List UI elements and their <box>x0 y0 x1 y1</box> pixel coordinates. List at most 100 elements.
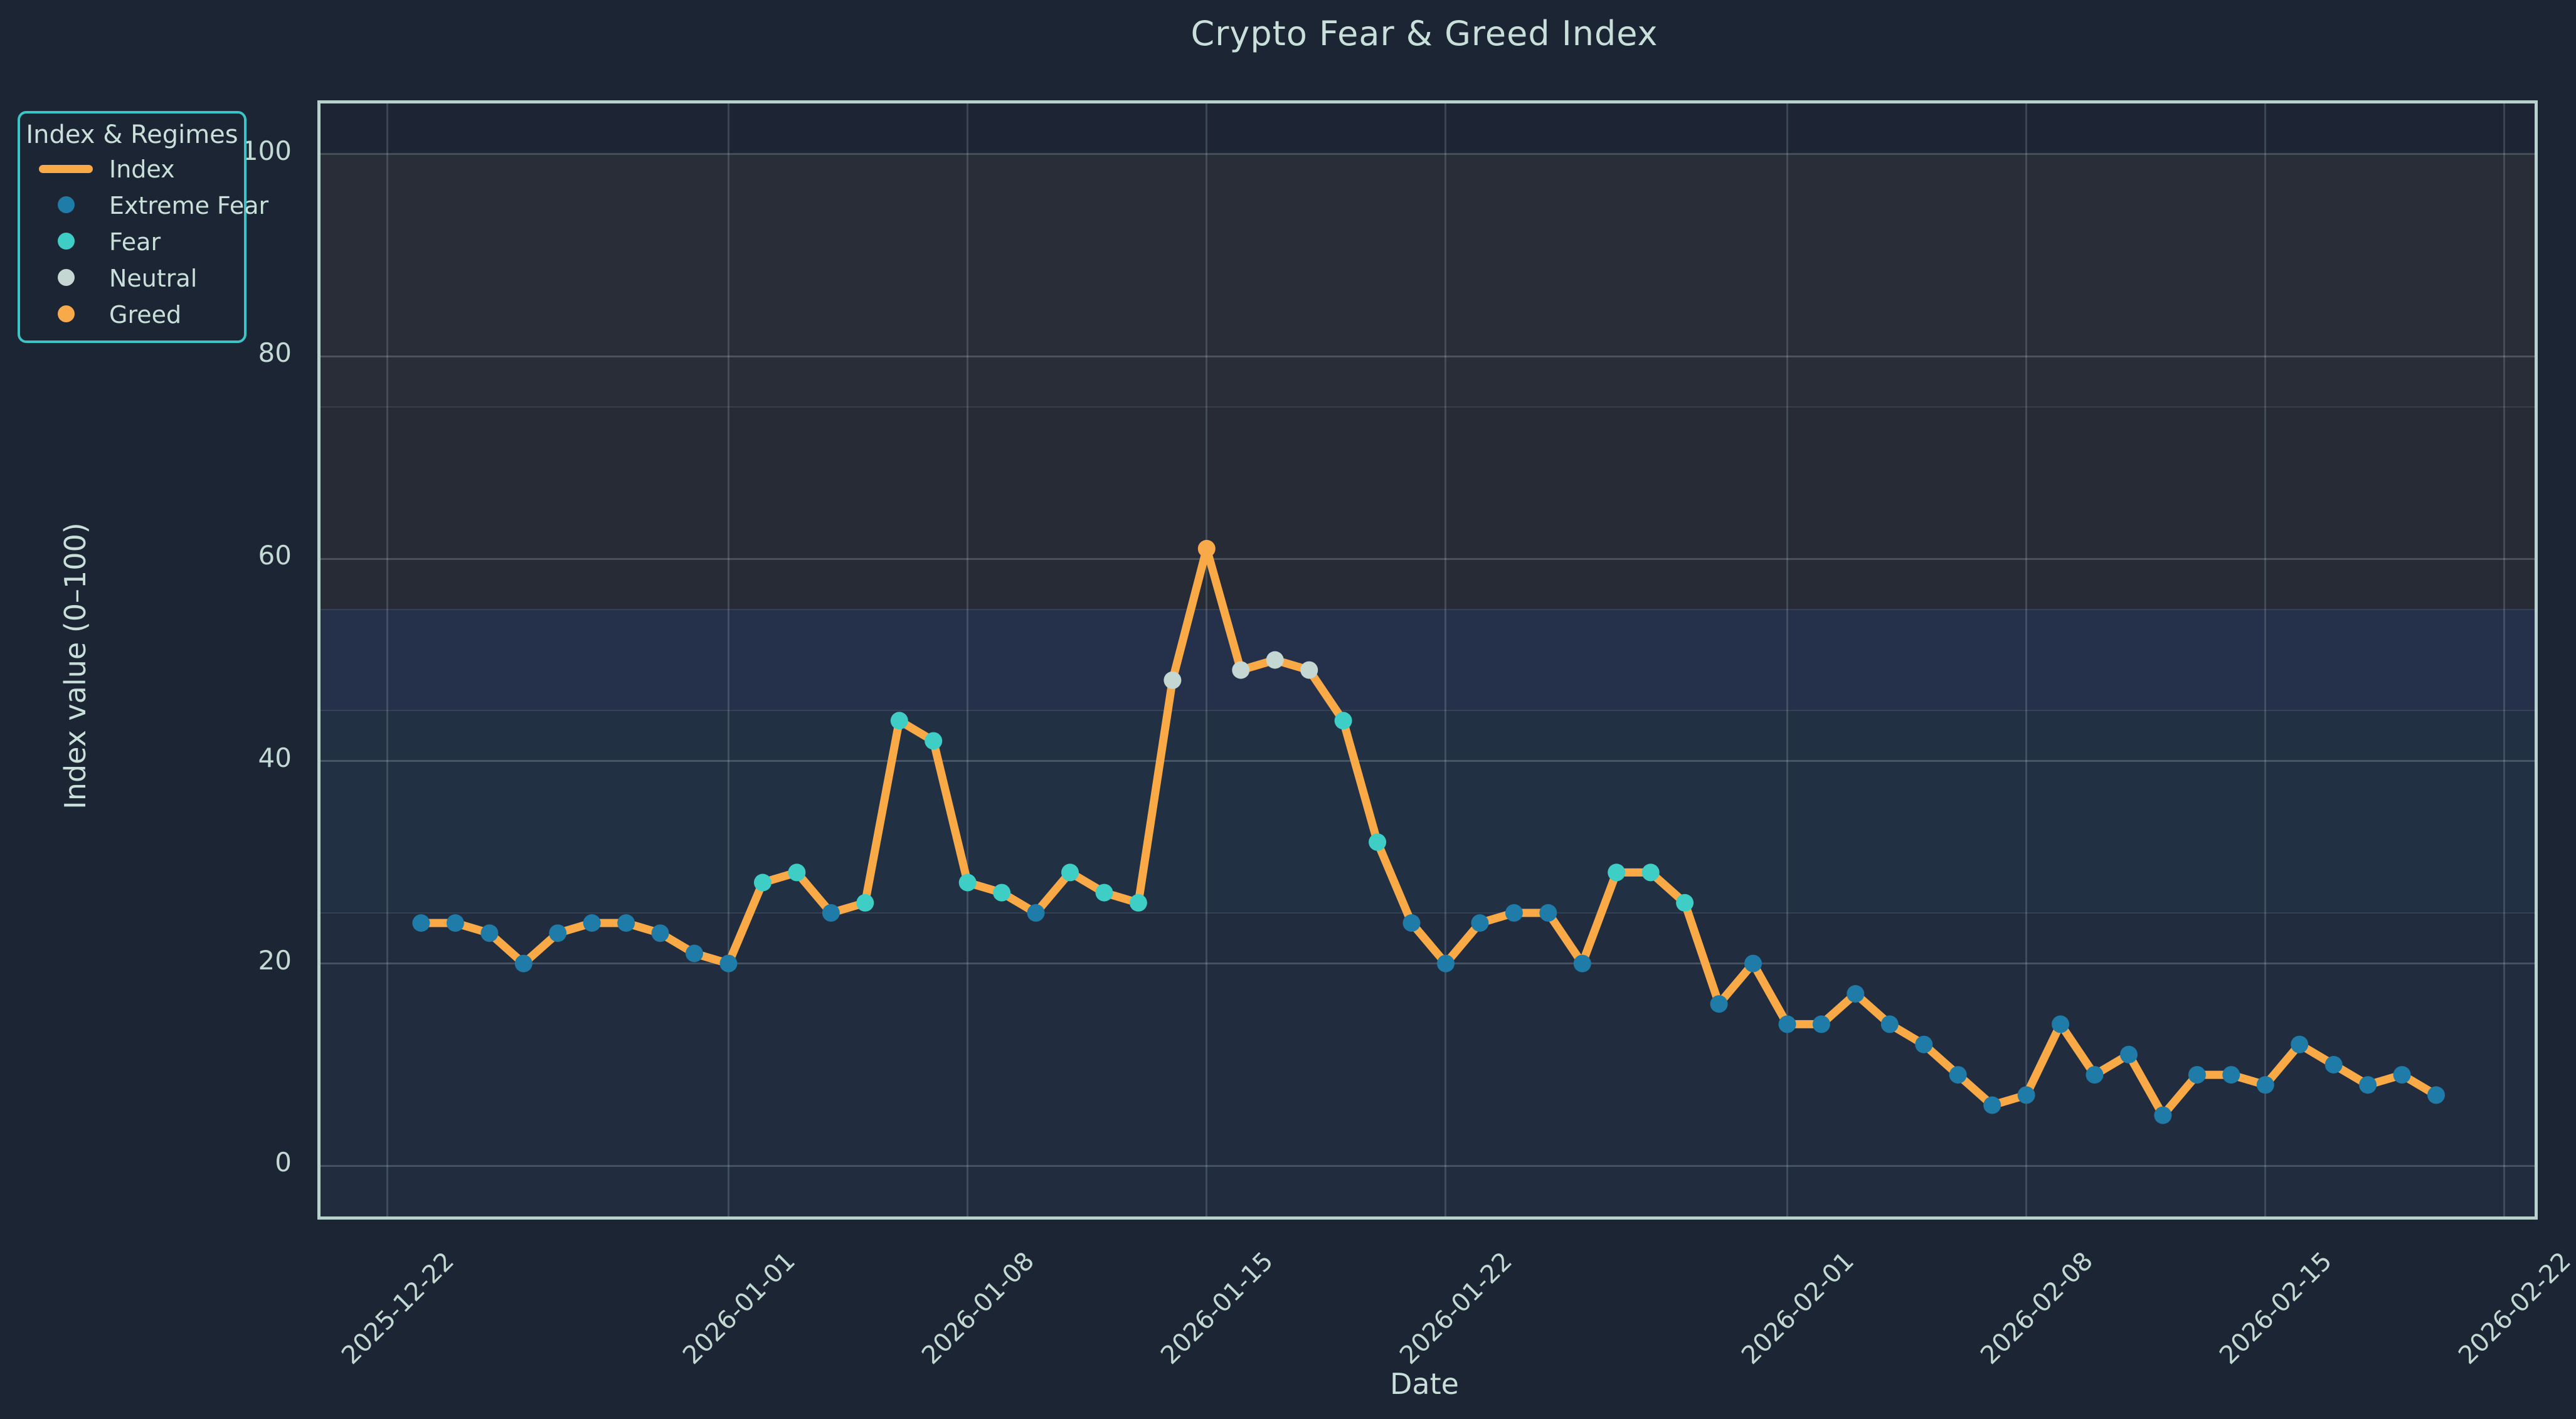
plot-area <box>317 100 2538 1220</box>
y-tick-label: 100 <box>241 135 292 166</box>
band-edge-line <box>321 710 2535 712</box>
x-gridline <box>1206 103 1208 1216</box>
data-point <box>1505 904 1523 922</box>
data-point <box>1369 833 1387 851</box>
y-gridline <box>321 557 2535 560</box>
data-point <box>754 873 771 892</box>
data-point <box>719 954 738 973</box>
data-point <box>856 894 874 912</box>
data-point <box>651 924 669 942</box>
data-point <box>583 914 601 932</box>
y-axis-label: Index value (0–100) <box>58 522 92 810</box>
legend-dot-swatch <box>58 269 75 286</box>
data-point <box>1061 863 1079 882</box>
y-tick-label: 40 <box>258 742 292 773</box>
data-point <box>2017 1086 2035 1104</box>
legend-item-label: Extreme Fear <box>109 192 269 219</box>
x-gridline <box>2264 103 2267 1216</box>
data-point <box>1847 985 1865 1003</box>
data-point <box>1437 954 1455 973</box>
x-gridline <box>967 103 969 1216</box>
data-point <box>958 873 977 892</box>
data-point <box>2256 1076 2274 1094</box>
regime-band <box>321 609 2535 711</box>
data-point <box>2188 1066 2206 1084</box>
data-point <box>925 732 943 750</box>
data-point <box>1095 884 1113 902</box>
legend-dot-swatch <box>58 305 75 322</box>
y-gridline <box>321 760 2535 762</box>
data-point <box>2154 1106 2172 1124</box>
data-point <box>1880 1015 1899 1033</box>
x-gridline <box>2025 103 2028 1216</box>
regime-band <box>321 710 2535 913</box>
data-point <box>1471 914 1489 932</box>
data-point <box>2086 1066 2104 1084</box>
y-tick-label: 20 <box>258 944 292 976</box>
legend: Index & Regimes Index Extreme Fear Fear Neu… <box>18 111 268 343</box>
x-gridline <box>728 103 729 1216</box>
x-gridline <box>1786 103 1788 1216</box>
legend-title: Index & Regimes <box>26 120 238 149</box>
data-point <box>412 914 430 932</box>
legend-dot-swatch <box>58 196 75 213</box>
regime-band <box>321 912 2535 1216</box>
regime-band <box>321 154 2535 408</box>
data-point <box>822 904 840 922</box>
data-point <box>2427 1086 2445 1104</box>
data-point <box>480 924 499 942</box>
legend-item-label: Index <box>109 156 175 183</box>
data-point <box>1641 863 1660 882</box>
data-point <box>1710 995 1728 1013</box>
y-gridline <box>321 1164 2535 1167</box>
data-point <box>1027 904 1045 922</box>
band-edge-line <box>321 912 2535 914</box>
legend-item-index: Index <box>20 150 244 186</box>
y-tick-label: 0 <box>275 1147 292 1178</box>
index-series <box>412 540 2445 1124</box>
data-point <box>890 712 908 730</box>
y-gridline <box>321 153 2535 156</box>
legend-items: Index Extreme Fear Fear Neutral Greed <box>20 150 268 332</box>
data-point <box>2324 1056 2343 1073</box>
legend-item-label: Fear <box>109 228 161 256</box>
data-point <box>1539 904 1557 922</box>
legend-item-label: Greed <box>109 301 182 329</box>
data-point <box>788 863 806 882</box>
legend-item-greed: Greed <box>20 295 244 332</box>
data-point <box>1608 863 1626 882</box>
data-point <box>1915 1035 1933 1053</box>
data-point <box>1197 540 1216 557</box>
y-tick-label: 80 <box>258 337 292 369</box>
data-point <box>1334 712 1352 730</box>
regime-band <box>321 407 2535 609</box>
band-edge-line <box>321 608 2535 610</box>
data-point <box>446 914 464 932</box>
x-gridline <box>2503 103 2506 1216</box>
data-point <box>1949 1066 1967 1084</box>
data-point <box>1744 954 1762 973</box>
data-point <box>1300 661 1318 679</box>
chart-title: Crypto Fear & Greed Index <box>1190 14 1658 53</box>
x-gridline <box>1444 103 1447 1216</box>
legend-dot-swatch <box>58 233 75 250</box>
data-point <box>2291 1035 2309 1053</box>
y-gridline <box>321 963 2535 965</box>
data-point <box>1983 1096 2001 1114</box>
data-point <box>2393 1066 2411 1084</box>
data-point <box>2120 1045 2138 1063</box>
legend-item-neutral: Neutral <box>20 259 244 295</box>
data-point <box>1232 661 1250 679</box>
data-point <box>1129 894 1147 912</box>
legend-line-swatch <box>39 165 93 173</box>
data-point <box>617 914 635 932</box>
data-point <box>993 884 1011 902</box>
y-gridline <box>321 355 2535 357</box>
band-edge-line <box>321 406 2535 408</box>
data-point <box>2222 1066 2240 1084</box>
data-point <box>2359 1076 2377 1094</box>
x-axis-label: Date <box>1390 1367 1459 1401</box>
data-point <box>1266 651 1284 669</box>
data-point <box>686 944 703 963</box>
